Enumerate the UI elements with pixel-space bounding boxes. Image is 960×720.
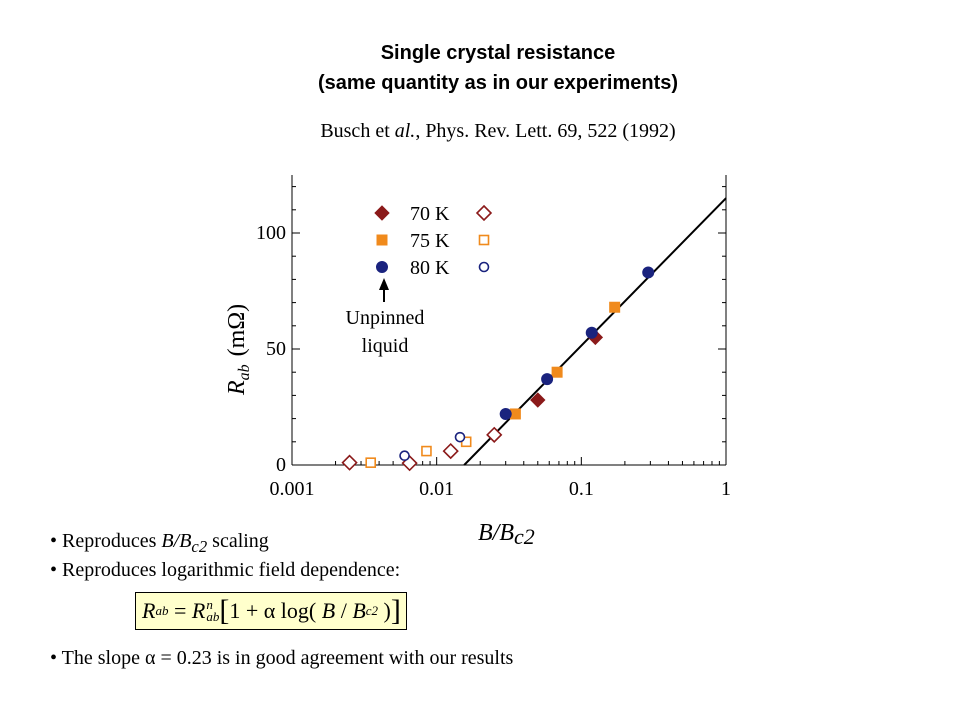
formula-lhs-sub: ab: [155, 603, 169, 618]
data-point-square-open: [365, 457, 377, 468]
x-tick-label: 0.1: [569, 478, 594, 500]
formula-bc-sub: c2: [365, 603, 379, 618]
annotation-line2: liquid: [362, 335, 409, 357]
formula-slash: /: [335, 598, 353, 623]
y-label-base: R: [224, 380, 250, 396]
legend-marker-open: [475, 204, 493, 222]
citation-italic: al.: [394, 120, 416, 142]
legend-marker-filled: [376, 234, 388, 246]
legend-marker-open: [478, 234, 490, 246]
formula-r-sub: ab: [206, 609, 220, 624]
formula-r-sup: n: [206, 597, 213, 612]
citation-prefix: Busch et: [320, 120, 395, 142]
data-point-circle-filled: [642, 266, 655, 279]
formula-close-paren: ): [378, 598, 391, 623]
annotation-line1: Unpinned: [346, 307, 425, 329]
annotation-arrow-head: [379, 278, 389, 290]
formula-bc: B: [352, 598, 366, 623]
bullet-log-dependence: • Reproduces logarithmic field dependenc…: [50, 559, 401, 581]
bullet-slope: • The slope α = 0.23 is in good agreemen…: [50, 647, 513, 670]
legend-marker-filled: [376, 261, 388, 273]
data-point-circle-open: [454, 431, 466, 443]
citation: Busch et al., Phys. Rev. Lett. 69, 522 (…: [0, 120, 960, 143]
y-label-sub: ab: [236, 364, 253, 380]
y-tick-label: 100: [256, 222, 286, 244]
x-tick-label: 0.01: [419, 478, 454, 500]
page-title-line2: (same quantity as in our experiments): [317, 72, 679, 94]
y-tick-label: 50: [266, 338, 286, 360]
x-axis-label: B/Bc2: [478, 520, 535, 549]
formula-close-bracket: ]: [390, 594, 401, 627]
formula-body1: 1 +: [229, 598, 264, 623]
bullet-scaling-sub: c2: [191, 537, 208, 556]
bullet-slope-suffix: = 0.23 is in good agreement with our res…: [155, 647, 514, 669]
chart-axes: 0.001 0.01 0.1 1 0 50 100 Rab (mΩ) B/Bc2: [224, 175, 731, 549]
formula-lhs: R: [142, 598, 156, 623]
data-point-circle-filled: [541, 373, 554, 386]
legend-label: 70 K: [410, 203, 450, 225]
data-point-circle-filled: [499, 407, 512, 420]
formula-alpha: α: [263, 598, 276, 623]
page-title-line1: Single crystal resistance: [380, 42, 616, 64]
data-point-circle-filled: [585, 326, 598, 339]
bullet-slope-alpha: α: [144, 647, 156, 669]
data-markers: [341, 266, 655, 472]
data-point-diamond-open: [341, 454, 358, 471]
legend-label: 80 K: [410, 257, 450, 279]
data-point-square-open: [421, 445, 432, 457]
legend-label: 75 K: [410, 230, 450, 252]
bullet-slope-prefix: • The slope: [50, 647, 145, 669]
y-label-unit: (mΩ): [224, 304, 250, 357]
x-label-base: B/B: [478, 520, 514, 546]
data-point-square-filled: [509, 408, 521, 420]
x-tick-label: 1: [721, 478, 731, 500]
data-point-square-filled: [551, 366, 563, 378]
data-point-diamond-filled: [530, 392, 546, 408]
bullet-scaling: • Reproduces B/Bc2 scaling: [50, 530, 269, 557]
citation-suffix: , Phys. Rev. Lett. 69, 522 (1992): [415, 120, 676, 142]
data-point-diamond-open: [486, 426, 503, 443]
bullet-scaling-suffix: scaling: [207, 530, 269, 552]
legend: 70 K 75 K 80 K: [374, 203, 493, 279]
y-tick-label: 0: [276, 454, 286, 476]
annotation: Unpinned liquid: [346, 278, 425, 357]
bullet-scaling-var: B/B: [161, 530, 192, 552]
y-axis-label: Rab (mΩ): [224, 304, 253, 396]
formula-body2: log(: [275, 598, 322, 623]
data-point-square-filled: [609, 301, 621, 313]
formula-r: R: [191, 598, 206, 623]
data-point-diamond-open: [442, 442, 459, 460]
legend-marker-open: [478, 261, 490, 273]
data-point-circle-open: [399, 450, 410, 462]
formula-eq: =: [168, 598, 192, 623]
formula-open-bracket: [: [219, 594, 230, 627]
legend-marker-filled: [374, 205, 390, 221]
formula-b: B: [321, 598, 336, 623]
x-label-sub: c2: [514, 524, 535, 549]
bullet-scaling-prefix: • Reproduces: [50, 530, 162, 552]
x-tick-label: 0.001: [270, 478, 315, 500]
